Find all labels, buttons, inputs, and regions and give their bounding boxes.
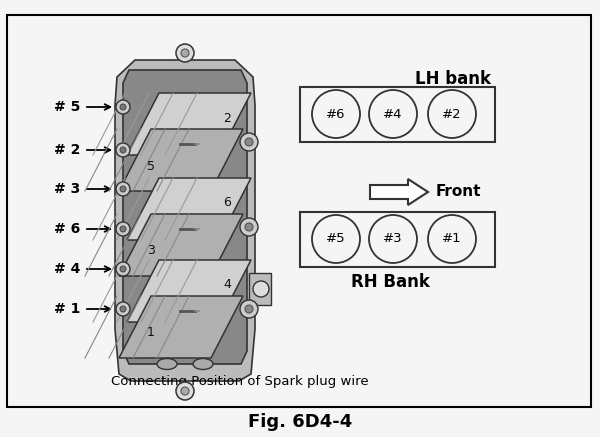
Circle shape — [245, 138, 253, 146]
Text: 3: 3 — [147, 244, 155, 257]
Text: 6: 6 — [223, 197, 231, 209]
Text: Fig. 6D4-4: Fig. 6D4-4 — [248, 413, 352, 431]
Circle shape — [176, 382, 194, 400]
Text: 2: 2 — [223, 111, 231, 125]
Circle shape — [428, 215, 476, 263]
Text: LH bank: LH bank — [415, 70, 491, 88]
Text: #5: #5 — [326, 232, 346, 246]
Circle shape — [116, 182, 130, 196]
Circle shape — [120, 147, 126, 153]
Circle shape — [253, 281, 269, 297]
Polygon shape — [119, 296, 243, 358]
Text: # 4: # 4 — [53, 262, 80, 276]
Polygon shape — [127, 93, 251, 155]
Circle shape — [120, 266, 126, 272]
Polygon shape — [119, 129, 243, 191]
Text: Front: Front — [436, 184, 482, 200]
Ellipse shape — [193, 358, 213, 370]
Text: # 6: # 6 — [54, 222, 80, 236]
Circle shape — [116, 222, 130, 236]
Polygon shape — [119, 214, 243, 276]
Polygon shape — [127, 178, 251, 240]
Text: 4: 4 — [223, 278, 231, 291]
Bar — [300, 212, 495, 267]
Text: #3: #3 — [383, 232, 403, 246]
Circle shape — [120, 306, 126, 312]
Circle shape — [120, 186, 126, 192]
Circle shape — [120, 104, 126, 110]
Circle shape — [240, 218, 258, 236]
Circle shape — [116, 143, 130, 157]
Circle shape — [240, 300, 258, 318]
Circle shape — [312, 90, 360, 138]
Circle shape — [312, 215, 360, 263]
Text: RH Bank: RH Bank — [350, 273, 430, 291]
Polygon shape — [127, 260, 251, 322]
Polygon shape — [115, 60, 255, 381]
Circle shape — [245, 223, 253, 231]
Circle shape — [240, 133, 258, 151]
Text: #1: #1 — [442, 232, 462, 246]
Text: #2: #2 — [442, 108, 462, 121]
Circle shape — [245, 305, 253, 313]
Text: #6: #6 — [326, 108, 346, 121]
Ellipse shape — [157, 358, 177, 370]
Circle shape — [369, 90, 417, 138]
Circle shape — [116, 100, 130, 114]
Circle shape — [181, 49, 189, 57]
Bar — [7, 15, 591, 407]
Text: # 1: # 1 — [53, 302, 80, 316]
Text: Connecting Position of Spark plug wire: Connecting Position of Spark plug wire — [111, 375, 369, 388]
Polygon shape — [370, 179, 428, 205]
Text: 5: 5 — [147, 160, 155, 173]
Polygon shape — [123, 70, 247, 364]
Circle shape — [116, 302, 130, 316]
Text: # 5: # 5 — [53, 100, 80, 114]
Circle shape — [369, 215, 417, 263]
Circle shape — [181, 387, 189, 395]
Circle shape — [116, 262, 130, 276]
Circle shape — [120, 226, 126, 232]
Text: 1: 1 — [147, 326, 155, 340]
Bar — [249, 273, 271, 305]
Text: #4: #4 — [383, 108, 403, 121]
Bar — [300, 87, 495, 142]
Text: # 2: # 2 — [53, 143, 80, 157]
Text: # 3: # 3 — [54, 182, 80, 196]
Circle shape — [428, 90, 476, 138]
Circle shape — [176, 44, 194, 62]
